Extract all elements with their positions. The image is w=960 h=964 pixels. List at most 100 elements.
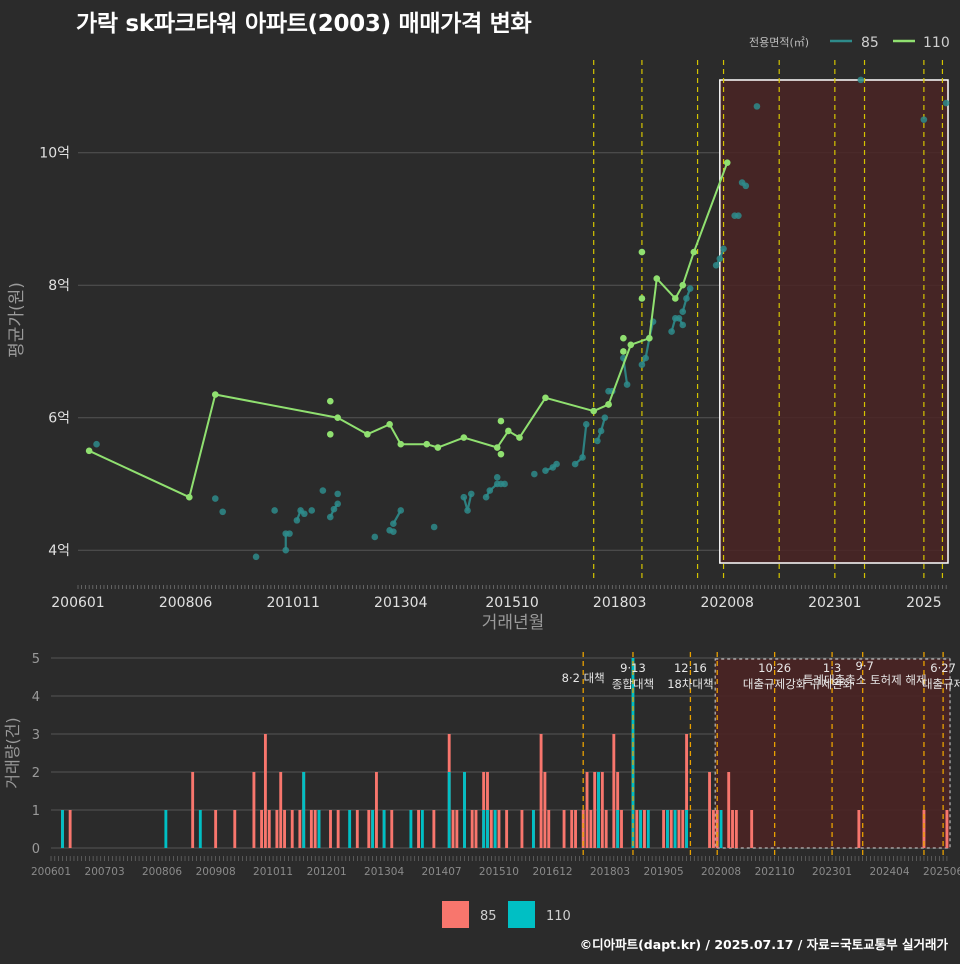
series-85-point [390, 520, 397, 527]
volume-bar-110 [646, 810, 650, 848]
price-x-tick-label: 201011 [266, 595, 319, 611]
volume-bar-85 [539, 734, 543, 848]
volume-bar-85 [279, 772, 283, 848]
volume-policy-label: 종합대책 [612, 677, 654, 691]
volume-y-axis-title: 거래량(건) [3, 717, 22, 788]
volume-bar-85 [857, 810, 861, 848]
volume-x-tick-label: 202506 [923, 866, 960, 878]
volume-bar-110 [616, 810, 620, 848]
series-110-point [542, 394, 549, 402]
series-110-point [505, 427, 512, 435]
price-x-tick-label: 200601 [51, 595, 104, 611]
volume-legend-swatch-85 [442, 901, 469, 928]
series-85-point [93, 440, 100, 448]
volume-bar-85 [731, 810, 734, 848]
series-110-point [638, 295, 646, 302]
series-85-point [679, 308, 687, 316]
volume-bar-85 [612, 734, 616, 848]
volume-policy-label: 특례대출축소 토허제 해제 [803, 673, 927, 687]
volume-bar-110 [164, 810, 168, 848]
source-credit: ©디아파트(dapt.kr) / 2025.07.17 / 자료=국토교통부 실… [579, 937, 948, 952]
series-110-point [493, 444, 501, 451]
series-85-point [597, 427, 605, 435]
series-110-point [516, 434, 523, 441]
volume-bar-85 [581, 810, 585, 848]
series-110-point [679, 281, 687, 289]
series-85-point [638, 361, 646, 369]
series-110-point [85, 447, 93, 455]
price-highlight-box [719, 79, 949, 564]
volume-bar-85 [669, 810, 673, 848]
series-85-point [334, 490, 342, 498]
volume-bar-85 [68, 810, 72, 848]
volume-bar-110 [463, 772, 466, 848]
series-85-point [594, 437, 601, 445]
volume-bar-85 [727, 772, 731, 848]
volume-policy-label: 9·13 [620, 661, 646, 675]
series-85-point [675, 315, 683, 322]
series-110-point [723, 159, 731, 166]
volume-x-tick-label: 201803 [590, 866, 630, 878]
series-85-point [942, 99, 950, 107]
volume-bar-110 [348, 810, 352, 848]
volume-bar-85 [283, 810, 286, 848]
series-85-point [319, 487, 327, 494]
volume-bar-85 [497, 810, 501, 848]
volume-bar-85 [275, 810, 279, 848]
volume-y-tick-label: 4 [32, 690, 40, 705]
series-85-point [211, 495, 219, 502]
series-85-point [501, 480, 508, 488]
series-85-point [716, 255, 724, 263]
volume-bar-85 [945, 810, 949, 848]
volume-bar-110 [665, 810, 669, 848]
volume-bar-110 [493, 810, 497, 848]
volume-bar-85 [635, 810, 639, 848]
price-legend-label-85: 85 [861, 35, 879, 51]
series-110-point [423, 440, 431, 448]
volume-bar-110 [597, 772, 600, 848]
series-110-line [88, 162, 729, 499]
series-85-point [742, 182, 750, 190]
volume-x-tick-label: 201407 [421, 866, 461, 878]
series-85-point [430, 523, 438, 531]
volume-x-tick-label: 201905 [644, 866, 684, 878]
volume-bar-85 [520, 810, 524, 848]
series-110-point [434, 444, 442, 451]
volume-policy-label: 9·7 [856, 659, 874, 673]
price-x-tick-label: 2025 [906, 595, 942, 611]
series-110-point [460, 434, 468, 441]
volume-policy-label: 규제완화 [811, 677, 854, 691]
volume-bar-85 [593, 772, 597, 848]
volume-y-tick-label: 5 [32, 652, 40, 667]
price-x-tick-label: 200806 [159, 595, 213, 611]
volume-bar-85 [734, 810, 738, 848]
series-110-point [386, 421, 393, 428]
volume-bar-85 [263, 734, 267, 848]
volume-policy-label: 18차대책 [667, 677, 713, 691]
volume-bar-85 [750, 810, 754, 848]
series-85-point [720, 245, 727, 253]
volume-x-tick-label: 201510 [479, 866, 519, 878]
series-85-point [301, 510, 308, 518]
series-85-point [397, 507, 405, 514]
volume-bar-85 [600, 772, 604, 848]
volume-bar-85 [451, 810, 455, 848]
volume-bar-85 [570, 810, 574, 848]
series-85-point [679, 321, 687, 329]
volume-y-tick-label: 0 [32, 842, 40, 857]
volume-bar-85 [711, 810, 715, 848]
series-110-point [638, 248, 646, 256]
volume-bar-85 [643, 810, 646, 848]
series-85-point [293, 517, 301, 524]
series-85-point [482, 493, 490, 501]
volume-bar-85 [489, 810, 493, 848]
price-x-tick-label: 202301 [808, 595, 861, 611]
volume-bar-110 [61, 810, 64, 848]
volume-bar-85 [574, 810, 577, 848]
volume-bar-85 [708, 772, 711, 848]
series-110-point [497, 417, 505, 425]
volume-bar-85 [547, 810, 551, 848]
volume-bar-85 [474, 810, 478, 848]
series-85-point [493, 474, 501, 481]
